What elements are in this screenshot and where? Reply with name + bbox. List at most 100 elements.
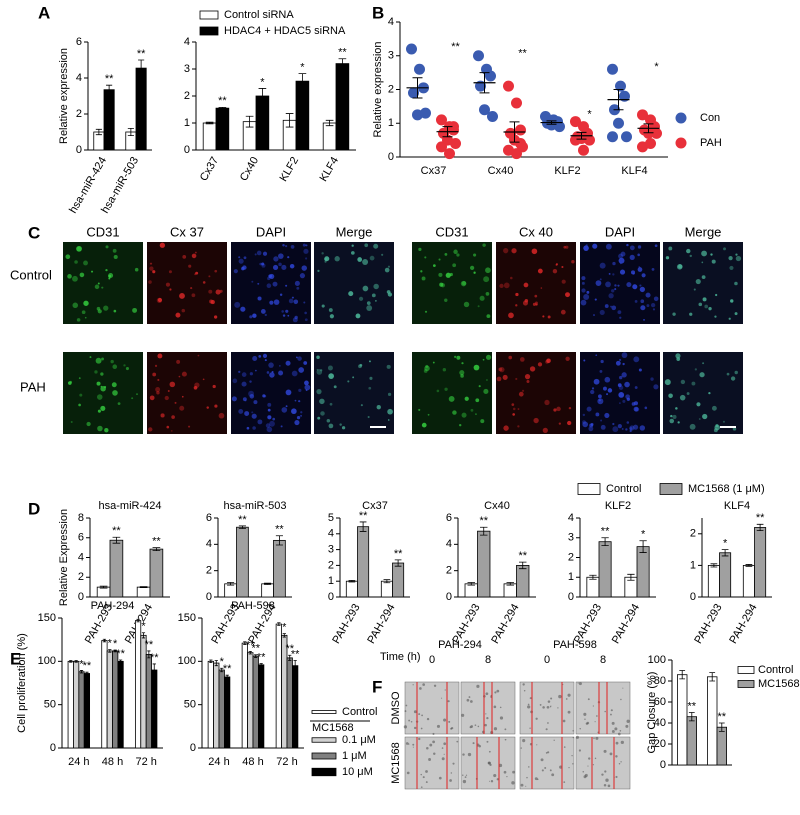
micrograph-speck: [280, 425, 283, 428]
micrograph-speck: [285, 405, 288, 408]
micrograph-speck: [132, 307, 138, 313]
micrograph-speck: [351, 251, 355, 255]
scratch-speck: [540, 758, 544, 762]
micrograph-speck: [711, 259, 716, 264]
micrograph-speck: [369, 376, 373, 380]
significance: *: [108, 638, 113, 650]
micrograph-speck: [249, 394, 255, 399]
legend-marker: [675, 112, 687, 124]
column-label: Merge: [685, 224, 722, 239]
legend-label: Control: [758, 664, 793, 676]
micrograph-speck: [68, 381, 72, 385]
legend-swatch: [199, 10, 219, 20]
micrograph-speck: [175, 312, 181, 318]
micrograph-speck: [238, 409, 244, 414]
error-bar: [383, 579, 391, 584]
significance: *: [141, 621, 146, 633]
micrograph-speck: [701, 275, 706, 279]
bar: [286, 657, 293, 749]
micrograph-speck: [352, 376, 355, 379]
bar: [345, 580, 358, 598]
micrograph-speck: [254, 253, 257, 256]
micrograph-speck: [305, 244, 308, 247]
micrograph-speck: [294, 399, 297, 402]
micrograph-speck: [617, 284, 620, 287]
time-value: 8: [485, 654, 491, 666]
micrograph-speck: [244, 399, 247, 402]
y-tick-label: 2: [78, 571, 84, 583]
bar: [117, 660, 124, 749]
y-tick-label: 0: [388, 151, 394, 163]
micrograph-speck: [560, 309, 566, 315]
scratch-speck: [450, 772, 453, 774]
micrograph-speck: [319, 398, 325, 405]
micrograph-speck: [251, 411, 254, 414]
micrograph-speck: [626, 282, 632, 288]
micrograph-speck: [432, 361, 435, 364]
micrograph-speck: [188, 264, 192, 268]
micrograph-speck: [339, 423, 342, 426]
micrograph-speck: [376, 405, 381, 410]
significance: *: [282, 622, 287, 634]
x-tick-label: 48 h: [242, 756, 263, 768]
micrograph-speck: [629, 254, 635, 260]
micrograph-speck: [689, 312, 693, 316]
error-bar: [627, 573, 635, 581]
scratch-speck: [418, 713, 421, 716]
micrograph-speck: [639, 284, 642, 287]
micrograph-speck: [611, 305, 617, 311]
scratch-speck: [486, 740, 489, 743]
micrograph-speck: [581, 281, 585, 285]
micrograph-speck: [568, 406, 572, 410]
error-bar: [99, 585, 108, 589]
error-bar: [338, 58, 347, 69]
significance: **: [756, 512, 765, 524]
y-tick-label: 4: [568, 512, 574, 524]
bar: [213, 662, 220, 749]
error-bar: [293, 660, 297, 672]
bar: [273, 539, 286, 598]
micrograph-speck: [714, 424, 720, 431]
bar: [636, 546, 650, 598]
micrograph-speck: [639, 286, 646, 293]
y-tick-label: 4: [184, 36, 190, 48]
y-tick-label: 2: [328, 559, 334, 571]
micrograph-speck: [298, 388, 302, 392]
scratch-speck: [486, 717, 489, 720]
micrograph-speck: [296, 415, 301, 420]
scratch-speck: [572, 763, 574, 765]
significance: **: [112, 525, 121, 537]
error-bar: [118, 659, 123, 664]
micrograph-speck: [420, 270, 423, 273]
micrograph-speck: [112, 364, 118, 370]
micrograph-speck: [181, 371, 187, 377]
legend-label: HDAC4 + HDAC5 siRNA: [224, 25, 346, 37]
micrograph-speck: [615, 360, 621, 366]
micrograph: [663, 352, 743, 434]
micrograph-speck: [486, 314, 491, 319]
scratch-speck: [577, 682, 579, 684]
micrograph-speck: [696, 402, 701, 407]
micrograph-speck: [444, 387, 448, 391]
micrograph-speck: [668, 393, 673, 399]
data-point: [615, 80, 626, 92]
micrograph-speck: [633, 356, 640, 363]
scratch-speck: [620, 740, 624, 745]
micrograph-speck: [524, 373, 531, 380]
micrograph-speck: [456, 253, 460, 257]
error-bar: [136, 618, 140, 623]
legend-swatch: [199, 26, 219, 36]
y-tick-label: 0: [50, 742, 56, 754]
y-tick-label: 6: [206, 512, 212, 524]
scratch-speck: [464, 776, 467, 778]
micrograph: [63, 352, 143, 434]
micrograph-speck: [582, 421, 589, 428]
data-point: [473, 50, 484, 62]
panel-label: C: [28, 223, 40, 242]
micrograph-speck: [208, 289, 213, 294]
legend-label: MC1568 (1 μM): [688, 483, 765, 495]
micrograph-speck: [328, 423, 334, 429]
micrograph-speck: [583, 359, 586, 362]
scratch-speck: [523, 689, 526, 692]
data-point: [450, 138, 461, 149]
